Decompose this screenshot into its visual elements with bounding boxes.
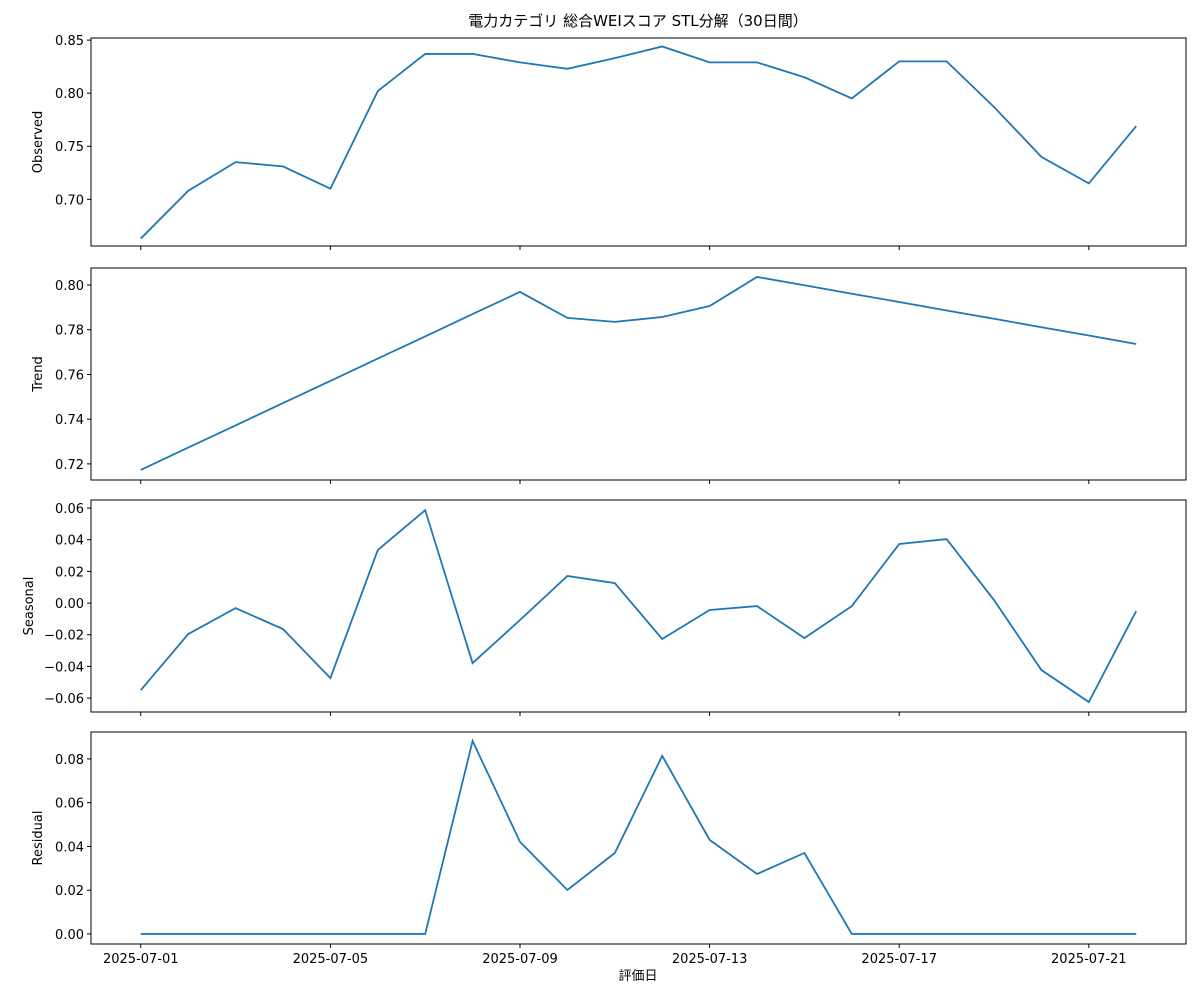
data-line xyxy=(140,45,1137,240)
y-tick-label: 0.76 xyxy=(55,368,84,383)
y-axis-label: Trend xyxy=(31,356,46,393)
plot-frame xyxy=(90,37,1187,247)
y-tick-label: 0.78 xyxy=(55,324,84,339)
y-tick-label: 0.08 xyxy=(55,753,84,768)
x-axis-label: 評価日 xyxy=(618,969,657,984)
plot-frame xyxy=(90,731,1187,945)
y-tick-label: 0.00 xyxy=(55,597,84,612)
y-tick-label: −0.06 xyxy=(44,692,84,707)
y-tick-label: 0.06 xyxy=(55,797,84,812)
y-tick-label: 0.06 xyxy=(55,502,84,517)
y-axis-label: Observed xyxy=(31,111,46,174)
y-axis-label: Residual xyxy=(31,811,46,866)
x-tick-label: 2025-07-09 xyxy=(482,952,558,967)
y-tick-label: 0.02 xyxy=(55,884,84,899)
y-tick-label: 0.80 xyxy=(55,279,84,294)
data-line xyxy=(140,738,1137,935)
y-axis-label: Seasonal xyxy=(22,577,37,636)
y-tick-label: 0.74 xyxy=(55,413,84,428)
data-line xyxy=(140,275,1137,471)
y-tick-label: 0.04 xyxy=(55,534,84,549)
y-tick-label: 0.70 xyxy=(55,193,84,208)
y-tick-label: 0.80 xyxy=(55,87,84,102)
x-tick-label: 2025-07-01 xyxy=(103,952,179,967)
chart-title: 電力カテゴリ 総合WEIスコア STL分解（30日間） xyxy=(468,12,807,30)
x-tick-label: 2025-07-17 xyxy=(861,952,937,967)
x-tick-label: 2025-07-21 xyxy=(1051,952,1127,967)
data-line xyxy=(140,508,1138,704)
y-tick-label: 0.72 xyxy=(55,458,84,473)
plot-frame xyxy=(90,267,1187,481)
x-tick-label: 2025-07-05 xyxy=(293,952,369,967)
y-tick-label: 0.75 xyxy=(55,140,84,155)
y-tick-label: 0.04 xyxy=(55,840,84,855)
y-tick-label: 0.02 xyxy=(55,565,84,580)
y-tick-label: 0.85 xyxy=(55,34,84,49)
y-tick-label: 0.00 xyxy=(55,928,84,943)
y-tick-label: −0.02 xyxy=(44,629,84,644)
x-tick-label: 2025-07-13 xyxy=(672,952,748,967)
plot-frame xyxy=(90,499,1187,713)
y-tick-label: −0.04 xyxy=(44,660,84,675)
